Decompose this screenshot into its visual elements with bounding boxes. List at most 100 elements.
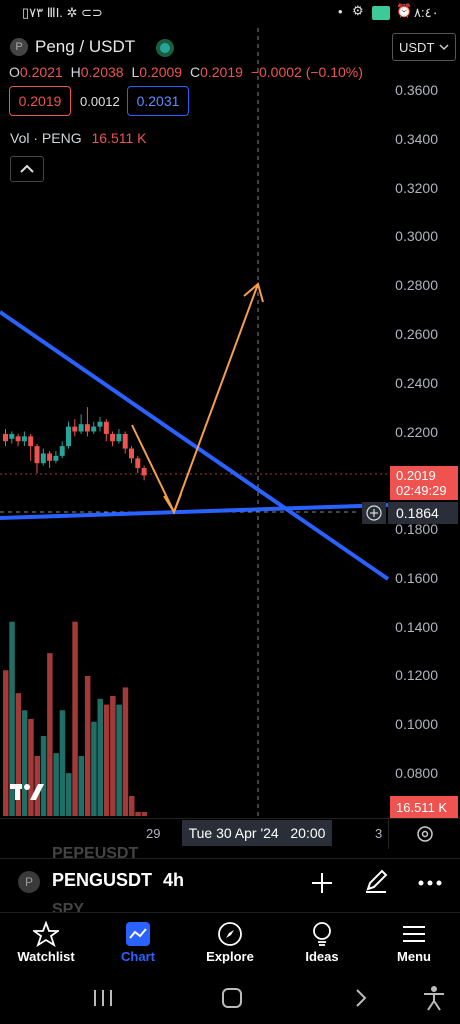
pen-icon: [366, 869, 388, 893]
candle: [72, 426, 78, 432]
plus-circle-icon: [366, 505, 382, 521]
candle: [116, 433, 122, 442]
collapse-legend-button[interactable]: [10, 156, 44, 182]
candle: [47, 453, 53, 461]
nav-ideas[interactable]: Ideas: [276, 919, 368, 964]
volume-bar: [28, 718, 34, 816]
more-button[interactable]: [416, 869, 444, 897]
price-tick: 0.2800: [395, 277, 438, 294]
candle: [9, 433, 15, 439]
chart-settings-button[interactable]: [388, 819, 460, 849]
volume-bar: [3, 670, 9, 816]
price-tick: 0.2400: [395, 374, 438, 391]
price-tick: 0.1400: [395, 618, 438, 635]
market-status-icon: [156, 39, 174, 57]
toolbar-symbol-name: PENGUSDT: [52, 870, 153, 890]
o-value: 0.2021: [19, 64, 63, 80]
vol-value: 16.511 K: [91, 130, 147, 146]
volume-bar: [40, 736, 47, 816]
h-label: H: [70, 64, 81, 80]
hamburger-icon: [403, 926, 425, 942]
volume-bar: [135, 812, 141, 816]
more-icon: [418, 880, 442, 886]
chevron-down-icon: [439, 44, 449, 51]
volume-bar: [97, 698, 103, 816]
status-time: ٨:٤٠: [414, 5, 439, 20]
toolbar-symbol[interactable]: PENGUSDT 4h: [52, 870, 184, 891]
status-bar: ▯٧٣ ⅢI. ✲ ⊂⊃ • ⚙ ⏰ ٨:٤٠: [0, 0, 460, 28]
nav-watchlist[interactable]: Watchlist: [0, 919, 92, 964]
candle: [28, 436, 34, 447]
price-tick: 0.3600: [395, 82, 438, 98]
toolbar-timeframe[interactable]: 4h: [163, 870, 185, 890]
time-axis[interactable]: 29 Tue 30 Apr '24 20:00 3: [0, 818, 460, 849]
candle: [141, 468, 147, 476]
chart-canvas[interactable]: [0, 28, 460, 818]
symbol-title[interactable]: Peng / USDT: [35, 37, 136, 56]
descending-trendline[interactable]: [0, 310, 390, 581]
bar-countdown: 02:49:29: [396, 483, 447, 498]
nav-label: Chart: [121, 949, 155, 964]
crosshair-time-label: Tue 30 Apr '24 20:00: [182, 820, 332, 846]
price-tick: 0.3000: [395, 228, 438, 245]
l-label: L: [131, 64, 140, 80]
candle: [15, 436, 21, 442]
volume-legend: Vol · PENG 16.511 K: [10, 130, 147, 146]
spread-value: 0.0012: [80, 94, 120, 109]
symbol-logo-icon: P: [10, 38, 28, 56]
last-price-value: 0.2019: [396, 468, 436, 483]
volume-bar: [9, 621, 15, 816]
candle: [66, 426, 71, 447]
price-axis[interactable]: 0.3600 0.3400 0.3200 0.3000 0.2800 0.2600 0.24…: [388, 28, 460, 818]
volume-bar: [116, 704, 122, 816]
ghost-symbol-above: PEPEUSDT: [52, 845, 139, 862]
c-label: C: [189, 64, 201, 80]
support-trendline[interactable]: [0, 503, 391, 520]
volume-bar: [15, 693, 22, 816]
candle: [21, 436, 27, 442]
volume-bar: [47, 653, 53, 816]
candle: [53, 455, 59, 461]
add-button[interactable]: [308, 869, 336, 897]
change-value: −0.0002 (−0.10%): [250, 64, 363, 80]
back-icon[interactable]: [354, 988, 368, 1008]
buy-button[interactable]: 0.2031: [127, 86, 189, 116]
volume-bar: [110, 696, 116, 816]
nav-menu[interactable]: Menu: [368, 919, 460, 964]
home-icon[interactable]: [221, 987, 243, 1009]
candle: [84, 424, 90, 432]
tradingview-logo[interactable]: [10, 780, 48, 804]
recents-icon[interactable]: [92, 988, 114, 1008]
volume-bar: [66, 773, 72, 816]
nav-explore[interactable]: Explore: [184, 919, 276, 964]
time-tick-29: 29: [146, 826, 161, 841]
price-tick: 0.1800: [395, 521, 438, 538]
crosshair-price-label: 0.1864: [388, 502, 458, 524]
nav-chart[interactable]: Chart: [92, 919, 184, 964]
candle: [3, 433, 8, 442]
price-tick: 0.2200: [395, 423, 438, 440]
candle: [34, 446, 40, 464]
arrow-head-down: [163, 493, 182, 515]
time-tick-3: 3: [375, 826, 383, 841]
price-tick: 0.1600: [395, 569, 438, 586]
volume-last-label: 16.511 K: [390, 796, 458, 818]
currency-select[interactable]: USDT: [392, 33, 456, 61]
status-left-icons: ▯٧٣ ⅢI. ✲ ⊂⊃: [22, 5, 103, 20]
accessibility-icon[interactable]: [422, 985, 446, 1011]
dot-icon: •: [338, 4, 343, 19]
candle: [59, 446, 65, 456]
add-alert-button[interactable]: [362, 502, 386, 524]
volume-bar: [141, 812, 148, 816]
volume-bar: [129, 796, 135, 816]
l-value: 0.2009: [139, 64, 183, 80]
nav-label: Explore: [206, 949, 254, 964]
sell-button[interactable]: 0.2019: [9, 86, 71, 116]
alarm-icon: ⏰: [396, 3, 413, 18]
price-tick: 0.2600: [395, 325, 438, 342]
chart-area[interactable]: P Peng / USDT O0.2021 H0.2038 L0.2009 C0…: [0, 28, 460, 818]
drawing-tools-button[interactable]: [362, 867, 390, 895]
symbol-toolbar: PEPEUSDT P PENGUSDT 4h SPY: [0, 845, 460, 918]
arrow-head-up: [243, 282, 264, 303]
nav-label: Ideas: [305, 949, 339, 964]
